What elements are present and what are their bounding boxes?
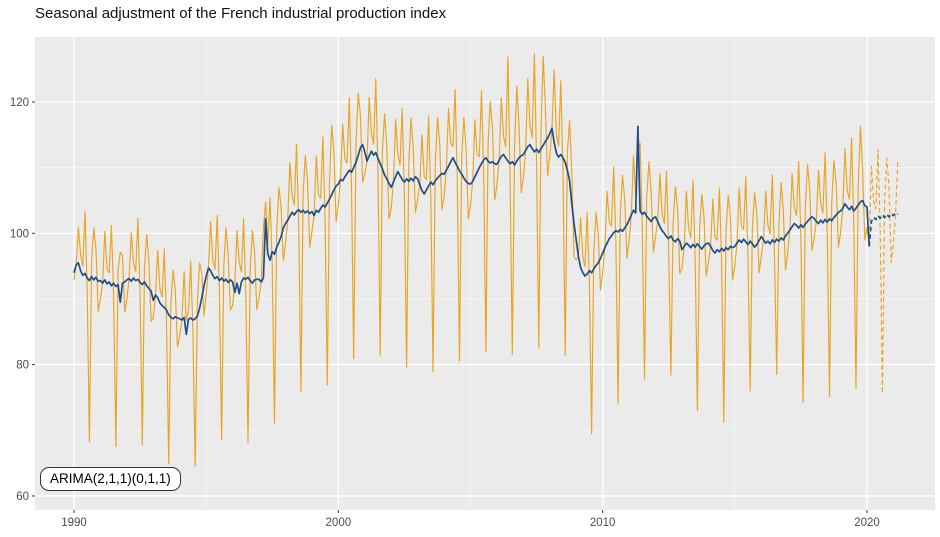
y-tick-label: 60 — [16, 491, 29, 503]
seasonally_adjusted-line — [73, 125, 871, 336]
arima-model-label: ARIMA(2,1,1)(0,1,1) — [40, 467, 181, 491]
x-tick-label: 2000 — [326, 517, 352, 529]
y-tick-label: 120 — [10, 97, 29, 109]
raw_index-line — [73, 53, 870, 467]
raw_forecast-line — [868, 148, 899, 395]
x-tick-label: 2020 — [854, 517, 880, 529]
chart-title: Seasonal adjustment of the French indust… — [35, 5, 447, 22]
x-tick-label: 2010 — [590, 517, 616, 529]
y-tick-label: 80 — [16, 360, 29, 372]
x-tick-label: 1990 — [61, 517, 87, 529]
adjusted_forecast-line — [868, 212, 899, 247]
y-tick-label: 100 — [10, 228, 29, 240]
